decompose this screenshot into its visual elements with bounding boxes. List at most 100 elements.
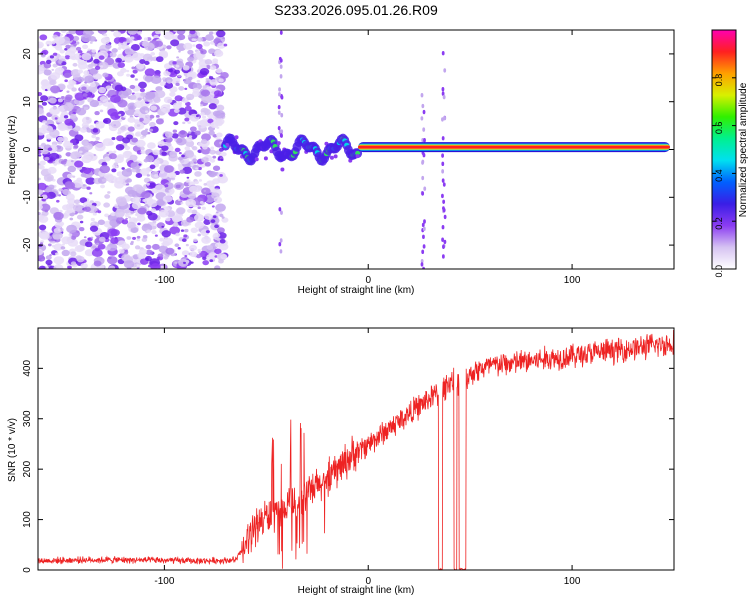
noise-speckle bbox=[202, 145, 208, 150]
noise-speckle bbox=[105, 246, 111, 251]
noise-speckle bbox=[130, 240, 134, 244]
noise-speckle bbox=[83, 106, 89, 111]
noise-speckle bbox=[85, 177, 96, 185]
noise-speckle bbox=[47, 166, 57, 174]
noise-speckle bbox=[212, 215, 217, 219]
noise-speckle bbox=[215, 203, 226, 212]
noise-speckle bbox=[170, 39, 180, 47]
noise-speckle bbox=[69, 55, 75, 60]
noise-speckle bbox=[193, 51, 204, 60]
noise-speckle bbox=[61, 249, 70, 257]
noise-speckle bbox=[159, 170, 165, 174]
noise-speckle bbox=[49, 129, 60, 138]
streak-blob bbox=[443, 239, 447, 245]
transition-halo bbox=[333, 154, 338, 159]
noise-speckle bbox=[43, 69, 52, 76]
streak-blob bbox=[421, 160, 424, 165]
noise-speckle bbox=[82, 184, 86, 187]
streak-blob bbox=[442, 94, 446, 100]
noise-speckle bbox=[219, 238, 226, 244]
noise-speckle bbox=[169, 226, 181, 235]
streak-blob bbox=[442, 244, 445, 249]
noise-speckle bbox=[186, 176, 190, 179]
noise-speckle bbox=[77, 76, 85, 83]
noise-speckle bbox=[41, 194, 48, 200]
noise-speckle bbox=[118, 175, 125, 180]
noise-speckle bbox=[149, 114, 155, 119]
noise-speckle bbox=[121, 168, 133, 177]
noise-speckle bbox=[152, 149, 160, 156]
noise-speckle bbox=[68, 79, 76, 86]
noise-speckle bbox=[152, 220, 157, 224]
spectrogram-xtick-label: 100 bbox=[564, 275, 581, 286]
noise-speckle bbox=[130, 161, 141, 170]
noise-speckle bbox=[150, 208, 157, 213]
noise-speckle bbox=[145, 167, 151, 172]
noise-speckle bbox=[53, 211, 64, 220]
noise-speckle bbox=[159, 81, 166, 86]
streak-blob bbox=[279, 249, 283, 254]
noise-speckle bbox=[51, 244, 56, 248]
noise-speckle bbox=[124, 213, 130, 218]
noise-speckle bbox=[107, 108, 118, 117]
noise-speckle bbox=[89, 41, 93, 44]
transition-halo bbox=[355, 154, 360, 159]
noise-speckle bbox=[123, 260, 135, 269]
noise-speckle bbox=[141, 237, 148, 243]
noise-speckle bbox=[89, 99, 100, 108]
transition-halo bbox=[329, 155, 334, 160]
noise-speckle bbox=[38, 265, 46, 269]
noise-speckle bbox=[102, 138, 113, 147]
noise-speckle bbox=[61, 236, 72, 245]
noise-speckle bbox=[166, 45, 172, 50]
noise-speckle bbox=[183, 42, 193, 50]
noise-speckle bbox=[212, 58, 219, 63]
noise-speckle bbox=[163, 255, 169, 260]
noise-speckle bbox=[42, 120, 47, 124]
snr-xlabel: Height of straight line (km) bbox=[298, 585, 415, 596]
noise-speckle bbox=[167, 68, 173, 73]
noise-speckle bbox=[49, 55, 54, 59]
noise-speckle bbox=[217, 42, 226, 49]
colorbar-tick-label: 0.4 bbox=[714, 169, 724, 182]
noise-speckle bbox=[176, 208, 185, 215]
noise-speckle bbox=[208, 31, 214, 35]
noise-speckle bbox=[38, 204, 43, 210]
noise-speckle bbox=[38, 189, 44, 195]
streak-blob bbox=[421, 249, 425, 255]
streak-blob bbox=[441, 87, 445, 92]
noise-speckle bbox=[187, 56, 194, 62]
spectrogram-ytick-label: 0 bbox=[22, 146, 33, 152]
streak-blob bbox=[279, 64, 283, 69]
noise-speckle bbox=[201, 206, 206, 211]
noise-speckle bbox=[92, 212, 97, 216]
noise-speckle bbox=[131, 137, 138, 143]
noise-speckle bbox=[194, 221, 205, 229]
noise-speckle bbox=[88, 85, 98, 93]
noise-speckle bbox=[184, 228, 189, 233]
noise-speckle bbox=[210, 146, 215, 150]
noise-speckle bbox=[107, 175, 118, 184]
noise-speckle bbox=[66, 173, 73, 179]
noise-speckle bbox=[184, 146, 191, 151]
noise-speckle bbox=[215, 104, 225, 112]
noise-speckle bbox=[107, 228, 118, 237]
noise-speckle bbox=[214, 110, 226, 119]
noise-speckle bbox=[199, 68, 210, 76]
noise-speckle bbox=[114, 209, 125, 218]
noise-speckle bbox=[139, 117, 144, 122]
noise-speckle bbox=[38, 164, 44, 169]
noise-speckle bbox=[144, 75, 154, 83]
streak-blob bbox=[422, 244, 426, 249]
noise-speckle bbox=[204, 59, 213, 65]
noise-speckle bbox=[38, 107, 44, 115]
noise-speckle bbox=[118, 113, 122, 117]
noise-speckle bbox=[203, 189, 207, 192]
streak-blob bbox=[441, 161, 445, 167]
noise-speckle bbox=[184, 117, 190, 122]
noise-speckle bbox=[179, 169, 185, 174]
streak-blob bbox=[423, 219, 426, 224]
noise-speckle bbox=[121, 219, 129, 225]
noise-speckle bbox=[216, 30, 226, 38]
noise-speckle bbox=[208, 130, 215, 136]
